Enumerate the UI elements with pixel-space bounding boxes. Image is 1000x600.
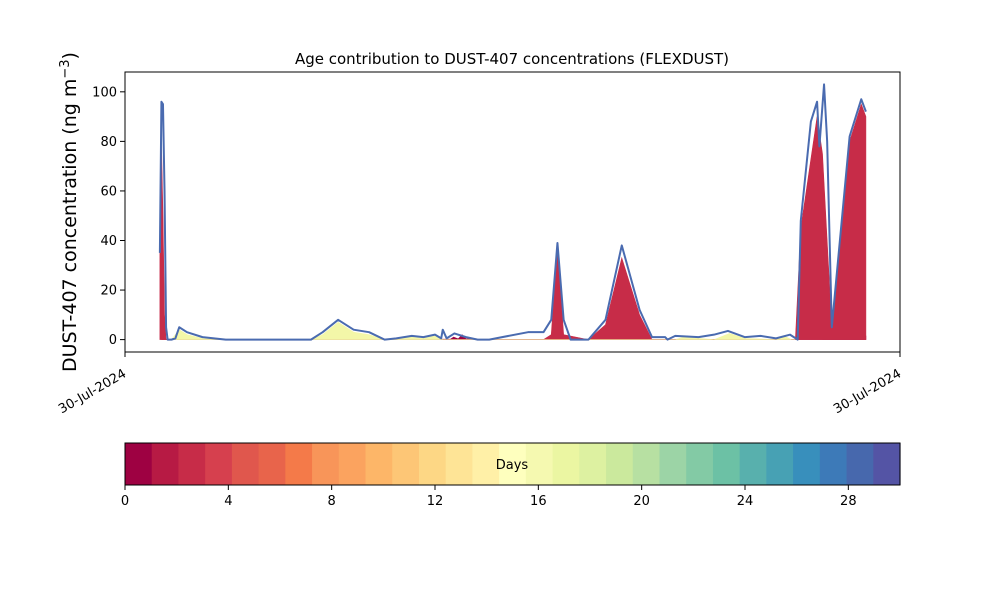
colorbar-ticks: 0 4 8 12 16 20 24 28: [121, 485, 857, 509]
colorbar-cell: [606, 443, 634, 485]
plot-frame: [124, 71, 901, 353]
plot-area: 0 20 40 60 80 100 30-Jul-2024 30-Jul-2024: [56, 71, 904, 417]
colorbar-cell: [712, 443, 741, 485]
colorbar-cell: [125, 443, 153, 485]
colorbar-cell: [258, 443, 286, 485]
colorbar-tick-label: 4: [224, 494, 232, 509]
colorbar-cell: [686, 443, 714, 485]
y-axis-label: DUST-407 concentration (ng m−3): [58, 52, 82, 372]
colorbar-cell: [846, 443, 874, 485]
x-tick-label: 30-Jul-2024: [56, 366, 129, 417]
colorbar-cells: [125, 443, 901, 485]
chart-title: Age contribution to DUST-407 concentrati…: [295, 50, 729, 68]
colorbar-frame: [124, 442, 901, 486]
colorbar-cell: [392, 443, 420, 485]
colorbar-tick-label: 12: [427, 494, 444, 509]
y-tick-label: 60: [100, 184, 117, 199]
colorbar-cell: [873, 443, 901, 485]
colorbar-cell: [338, 443, 367, 485]
colorbar-cell: [579, 443, 607, 485]
colorbar-cell: [552, 443, 580, 485]
colorbar-label: Days: [496, 458, 529, 473]
colorbar-cell: [525, 443, 554, 485]
y-axis: 0 20 40 60 80 100: [92, 85, 125, 348]
colorbar-cell: [312, 443, 340, 485]
y-tick-label: 80: [100, 135, 117, 150]
colorbar-cell: [418, 443, 447, 485]
y-tick-label: 100: [92, 85, 117, 100]
y-tick-label: 0: [109, 333, 117, 348]
colorbar-cell: [659, 443, 687, 485]
colorbar-cell: [472, 443, 500, 485]
colorbar-cell: [365, 443, 393, 485]
colorbar-cell: [793, 443, 821, 485]
y-tick-label: 40: [100, 234, 117, 249]
colorbar-cell: [231, 443, 260, 485]
colorbar-cell: [178, 443, 206, 485]
y-tick-label: 20: [100, 284, 117, 299]
colorbar-cell: [632, 443, 661, 485]
colorbar: Days 0 4 8 12 16 20 24 28: [121, 442, 901, 509]
colorbar-cell: [819, 443, 848, 485]
x-tick-label: 30-Jul-2024: [831, 366, 904, 417]
colorbar-cell: [445, 443, 474, 485]
colorbar-cell: [766, 443, 794, 485]
colorbar-cell: [205, 443, 233, 485]
colorbar-tick-label: 24: [737, 494, 754, 509]
colorbar-tick-label: 0: [121, 494, 129, 509]
total-outline-series: [158, 83, 867, 341]
colorbar-cell: [151, 443, 180, 485]
colorbar-cell: [499, 443, 527, 485]
colorbar-cell: [739, 443, 767, 485]
colorbar-tick-label: 8: [328, 494, 336, 509]
colorbar-tick-label: 28: [840, 494, 857, 509]
colorbar-tick-label: 16: [530, 494, 547, 509]
colorbar-tick-label: 20: [633, 494, 650, 509]
colorbar-cell: [285, 443, 313, 485]
area-layer: [158, 83, 867, 341]
x-axis: 30-Jul-2024 30-Jul-2024: [56, 352, 904, 417]
area-series-1: [159, 103, 867, 340]
